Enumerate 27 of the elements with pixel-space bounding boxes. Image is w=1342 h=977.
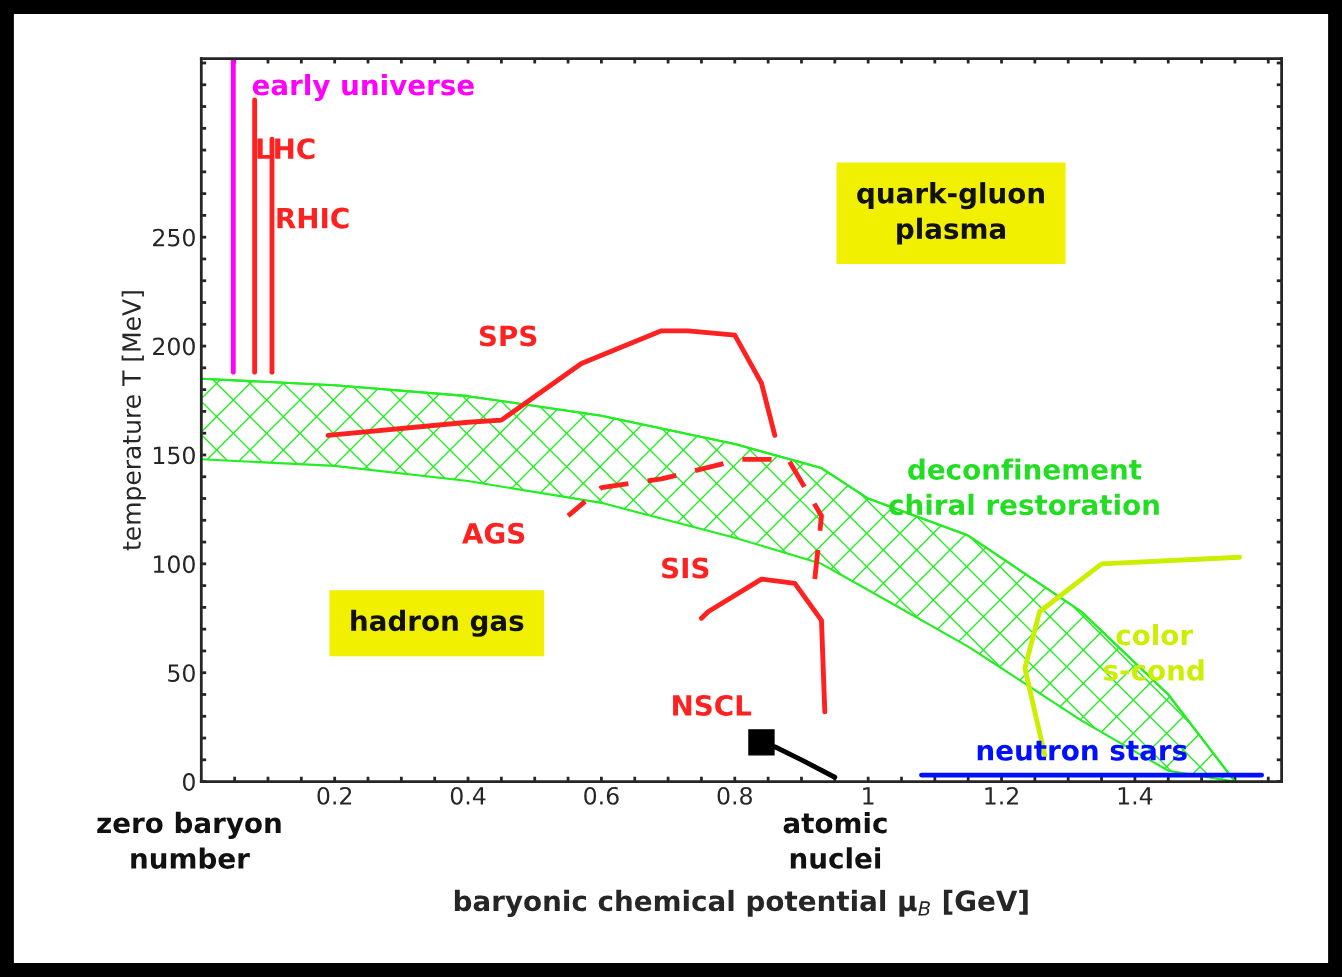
x-tick-label: 0.2 <box>317 786 352 805</box>
text: atomic nuclei <box>783 811 887 869</box>
y-axis-title: temperature T [MeV] <box>121 291 146 551</box>
y-tick-label: 200 <box>153 337 195 356</box>
annotation: early universe <box>252 73 474 102</box>
x-axis-title: baryonic chemical potential μ$_{B}$ [GeV] <box>454 889 1028 917</box>
line-series <box>565 456 824 582</box>
x-tick-label: 1.2 <box>985 786 1018 805</box>
x-tick-label: 1.4 <box>1118 787 1153 805</box>
x-tick-label: 0.8 <box>717 786 752 805</box>
annotation: quark-gluon plasma <box>857 182 1044 245</box>
annotation: NSCL <box>673 694 752 716</box>
annotation: SIS <box>662 557 709 579</box>
y-tick-label: 0 <box>182 773 195 791</box>
y-tick-label: 250 <box>153 228 195 247</box>
y-tick-label: 150 <box>153 446 195 465</box>
annotation: AGS <box>462 522 525 544</box>
x-tick-label: 0.4 <box>450 786 486 805</box>
annotation: deconfinement chiral restoration <box>889 458 1159 516</box>
y-tick-label: 50 <box>168 664 195 683</box>
annotation: RHIC <box>277 207 349 229</box>
x-tick-label: 1 <box>863 787 874 805</box>
text: zero baryon number <box>97 811 281 869</box>
y-tick-label: 100 <box>153 555 195 574</box>
annotation: SPS <box>479 325 537 347</box>
annotation: hadron gas <box>351 609 524 637</box>
x-tick-label: 0.6 <box>584 786 619 805</box>
